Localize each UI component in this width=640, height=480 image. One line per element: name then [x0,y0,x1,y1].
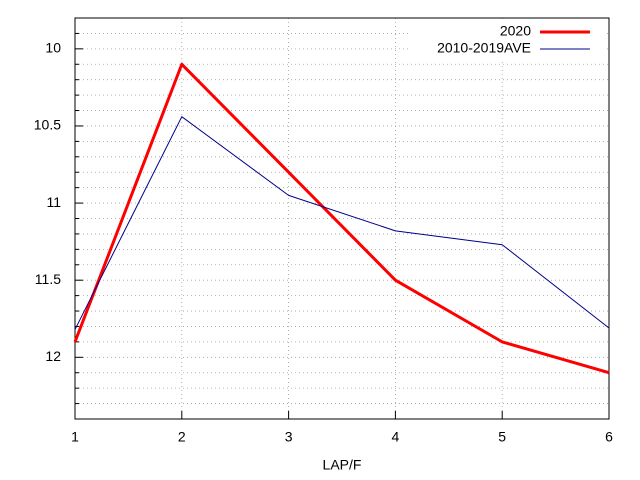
y-tick-label: 10.5 [34,117,61,133]
y-tick-label: 11.5 [35,271,61,287]
y-tick-label: 12 [45,348,61,364]
x-tick-label: 1 [71,429,79,445]
x-tick-label: 5 [498,429,506,445]
x-axis-label: LAP/F [323,457,362,473]
y-tick-label: 10 [45,40,61,56]
legend-box [410,19,605,59]
series-line [73,62,610,375]
x-tick-label: 6 [605,429,613,445]
x-tick-label: 3 [285,429,293,445]
x-tick-label: 2 [178,429,186,445]
legend-label: 2010-2019AVE [437,40,531,56]
legend-label: 2020 [500,23,531,39]
y-tick-label: 11 [46,194,61,210]
series-line [74,116,610,330]
plot-frame [74,17,610,420]
x-tick-label: 4 [392,429,400,445]
